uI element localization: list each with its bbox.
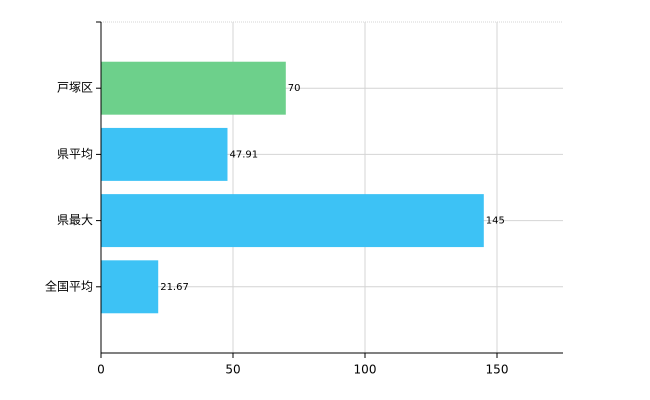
x-tick-label: 100 — [354, 363, 377, 377]
bar — [101, 61, 286, 115]
x-tick-label: 150 — [486, 363, 509, 377]
bar — [101, 194, 484, 248]
y-tick-label: 県平均 — [57, 147, 93, 161]
value-label: 21.67 — [160, 282, 189, 293]
y-tick-label: 全国平均 — [45, 278, 93, 293]
bar — [101, 127, 228, 181]
y-tick-label: 県最大 — [57, 213, 93, 227]
value-label: 145 — [486, 216, 505, 227]
x-tick-label: 50 — [225, 363, 240, 377]
value-label: 47.91 — [229, 149, 258, 160]
x-tick-label: 0 — [97, 363, 105, 377]
y-tick-label: 戸塚区 — [57, 81, 93, 95]
value-label: 70 — [288, 83, 301, 94]
bar — [101, 260, 159, 314]
